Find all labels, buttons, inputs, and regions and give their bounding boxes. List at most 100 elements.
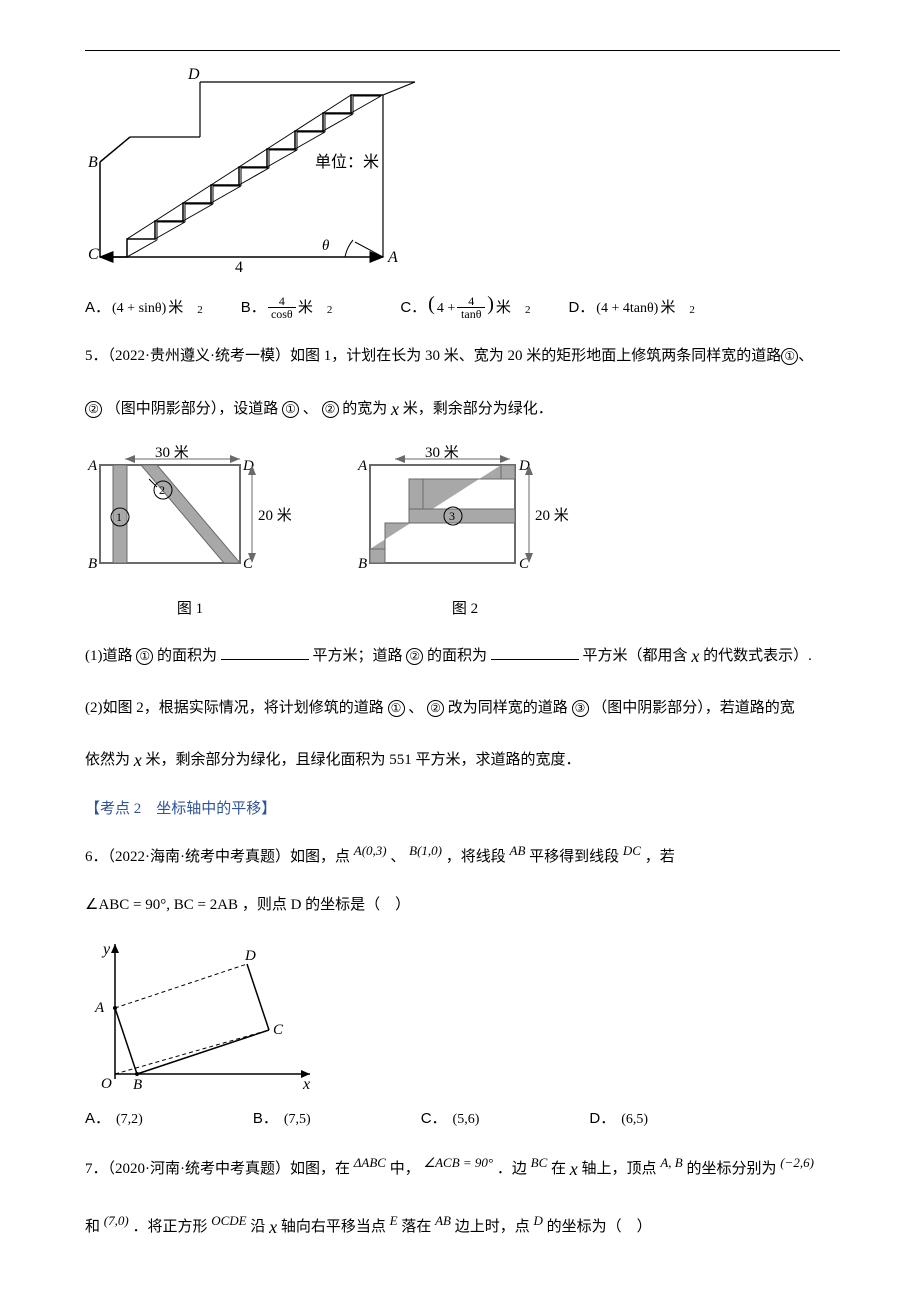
t: 米，剩余部分为绿化，且绿化面积为 551 平方米，求道路的宽度．	[146, 752, 581, 768]
q4-options: A． (4 + sinθ) 米 2 B． 4 cosθ 米 2 C． ( 4 +…	[85, 288, 860, 320]
q5-part3: 依然为 x 米，剩余部分为绿化，且绿化面积为 551 平方米，求道路的宽度．	[85, 739, 860, 782]
q5-part2: (2)如图 2，根据实际情况，将计划修筑的道路 ① 、 ② 改为同样宽的道路 ③…	[85, 692, 860, 725]
q4-opt-d[interactable]: D． (4 + 4tanθ) 米 2	[568, 296, 694, 320]
q6-opt-c[interactable]: C． (5,6)	[421, 1107, 480, 1131]
t: ．将正方形	[132, 1219, 207, 1235]
t: 轴向右平移当点	[281, 1219, 386, 1235]
t: 边上时，点	[455, 1219, 530, 1235]
pl: (	[428, 288, 435, 320]
t: ，将线段	[446, 849, 506, 865]
q5-fig1-svg: 30 米 A B C D 20 米 1 2	[85, 445, 295, 585]
q5-fig1-wrap: 30 米 A B C D 20 米 1 2 图	[85, 445, 295, 621]
mi: 米	[298, 296, 313, 320]
pr: )	[487, 288, 494, 320]
fig2-cap: 图 2	[355, 597, 575, 621]
t: 中，	[390, 1161, 420, 1177]
opt-expr: (4 + sinθ)	[112, 298, 166, 320]
side-label: 20 米	[258, 507, 292, 524]
lbl-A: A	[357, 458, 368, 474]
page-top-rule	[85, 50, 840, 51]
c3: ③	[572, 700, 589, 717]
c2: ②	[427, 700, 444, 717]
frac: 4 cosθ	[268, 295, 296, 320]
mi: 米	[168, 296, 183, 320]
t: 的代数式表示）.	[703, 648, 812, 664]
t: 、	[408, 700, 423, 716]
v: (7,2)	[116, 1109, 143, 1131]
q6-svg: A B C D O x y	[85, 934, 325, 1089]
sq: 2	[327, 302, 333, 320]
q5-figures: 30 米 A B C D 20 米 1 2 图	[85, 445, 860, 621]
q6-figure: A B C D O x y	[85, 934, 860, 1097]
txt: 、	[303, 401, 318, 417]
q6-options: A． (7,2) B． (7,5) C． (5,6) D． (6,5)	[85, 1107, 860, 1131]
lbl-A: A	[87, 458, 98, 474]
t: 6．（2022·海南·统考中考真题）如图，点	[85, 849, 350, 865]
opt-letter: C．	[400, 296, 426, 320]
base-len: 4	[235, 259, 243, 272]
txt: （图中阴影部分），设道路	[106, 401, 279, 417]
c3: 3	[449, 509, 455, 523]
blank-2[interactable]	[491, 645, 579, 660]
lbl-B: B	[88, 556, 97, 572]
q6-opt-b[interactable]: B． (7,5)	[253, 1107, 311, 1131]
circled-1b: ①	[282, 401, 299, 418]
v: (5,6)	[453, 1109, 480, 1131]
t: ，则点 D 的坐标是（ ）	[242, 897, 410, 913]
t: ，若	[645, 849, 675, 865]
sq: 2	[525, 302, 531, 320]
a-pt: A(0,3)	[354, 843, 387, 858]
q6-opt-a[interactable]: A． (7,2)	[85, 1107, 143, 1131]
t: (2)如图 2，根据实际情况，将计划修筑的道路	[85, 700, 384, 716]
side-label: 20 米	[535, 507, 569, 524]
e: E	[390, 1213, 398, 1228]
c2: 2	[159, 483, 165, 497]
c2: ②	[406, 648, 423, 665]
label-B: B	[88, 154, 98, 171]
q7-line2: 和 (7,0) ．将正方形 OCDE 沿 x 轴向右平移当点 E 落在 AB 边…	[85, 1205, 860, 1249]
lbl-A: A	[94, 1000, 105, 1016]
q4-opt-b[interactable]: B． 4 cosθ 米 2	[241, 295, 333, 320]
sq: 2	[197, 302, 203, 320]
l: D．	[589, 1107, 615, 1131]
q5-prefix: 5．（2022·贵州遵义·统考一模）如图 1，计划在长为 30 米、宽为 20 …	[85, 348, 781, 364]
var-x: x	[391, 399, 399, 419]
t: 7．（2020·河南·统考中考真题）如图，在	[85, 1161, 350, 1177]
v: (6,5)	[621, 1109, 648, 1131]
q5-fig2-svg: 30 米 A B C D 20 米	[355, 445, 575, 585]
t: 落在	[401, 1219, 431, 1235]
label-A: A	[387, 249, 398, 266]
fig1-cap: 图 1	[85, 597, 295, 621]
q4-opt-c[interactable]: C． ( 4 + 4 tanθ ) 米 2	[400, 288, 530, 320]
q4-opt-a[interactable]: A． (4 + sinθ) 米 2	[85, 296, 203, 320]
t: 依然为	[85, 752, 130, 768]
blank-1[interactable]	[221, 645, 309, 660]
angle-theta: θ	[322, 238, 330, 254]
b-pt: B(1,0)	[409, 843, 442, 858]
c1: ①	[136, 648, 153, 665]
t: 和	[85, 1219, 100, 1235]
t: 的面积为	[427, 648, 487, 664]
sq: OCDE	[211, 1213, 246, 1228]
q5-part1: (1)道路 ① 的面积为 平方米；道路 ② 的面积为 平方米（都用含 x 的代数…	[85, 635, 860, 678]
opt-letter: B．	[241, 296, 266, 320]
t: (1)道路	[85, 648, 133, 664]
t: 的坐标分别为	[686, 1161, 776, 1177]
l: B．	[253, 1107, 278, 1131]
var-x: x	[134, 750, 142, 770]
t: 、	[390, 849, 405, 865]
lbl-y: y	[101, 941, 111, 958]
t: 改为同样宽的道路	[448, 700, 568, 716]
c1: 1	[116, 510, 122, 524]
section-title: 【考点 2 坐标轴中的平移】	[85, 797, 860, 821]
t: 的坐标为（ ）	[547, 1219, 652, 1235]
txt: 的宽为	[342, 401, 387, 417]
q7-line1: 7．（2020·河南·统考中考真题）如图，在 ΔABC 中， ∠ACB = 90…	[85, 1147, 860, 1191]
q5-line1: 5．（2022·贵州遵义·统考一模）如图 1，计划在长为 30 米、宽为 20 …	[85, 338, 860, 374]
q5-line2: ② （图中阴影部分），设道路 ① 、 ② 的宽为 x 米，剩余部分为绿化．	[85, 388, 860, 431]
cond: ∠ABC = 90°, BC = 2AB	[85, 897, 238, 913]
lbl-O: O	[101, 1076, 112, 1089]
var-x: x	[691, 646, 699, 666]
t: 轴上，顶点	[582, 1161, 657, 1177]
q6-opt-d[interactable]: D． (6,5)	[589, 1107, 648, 1131]
